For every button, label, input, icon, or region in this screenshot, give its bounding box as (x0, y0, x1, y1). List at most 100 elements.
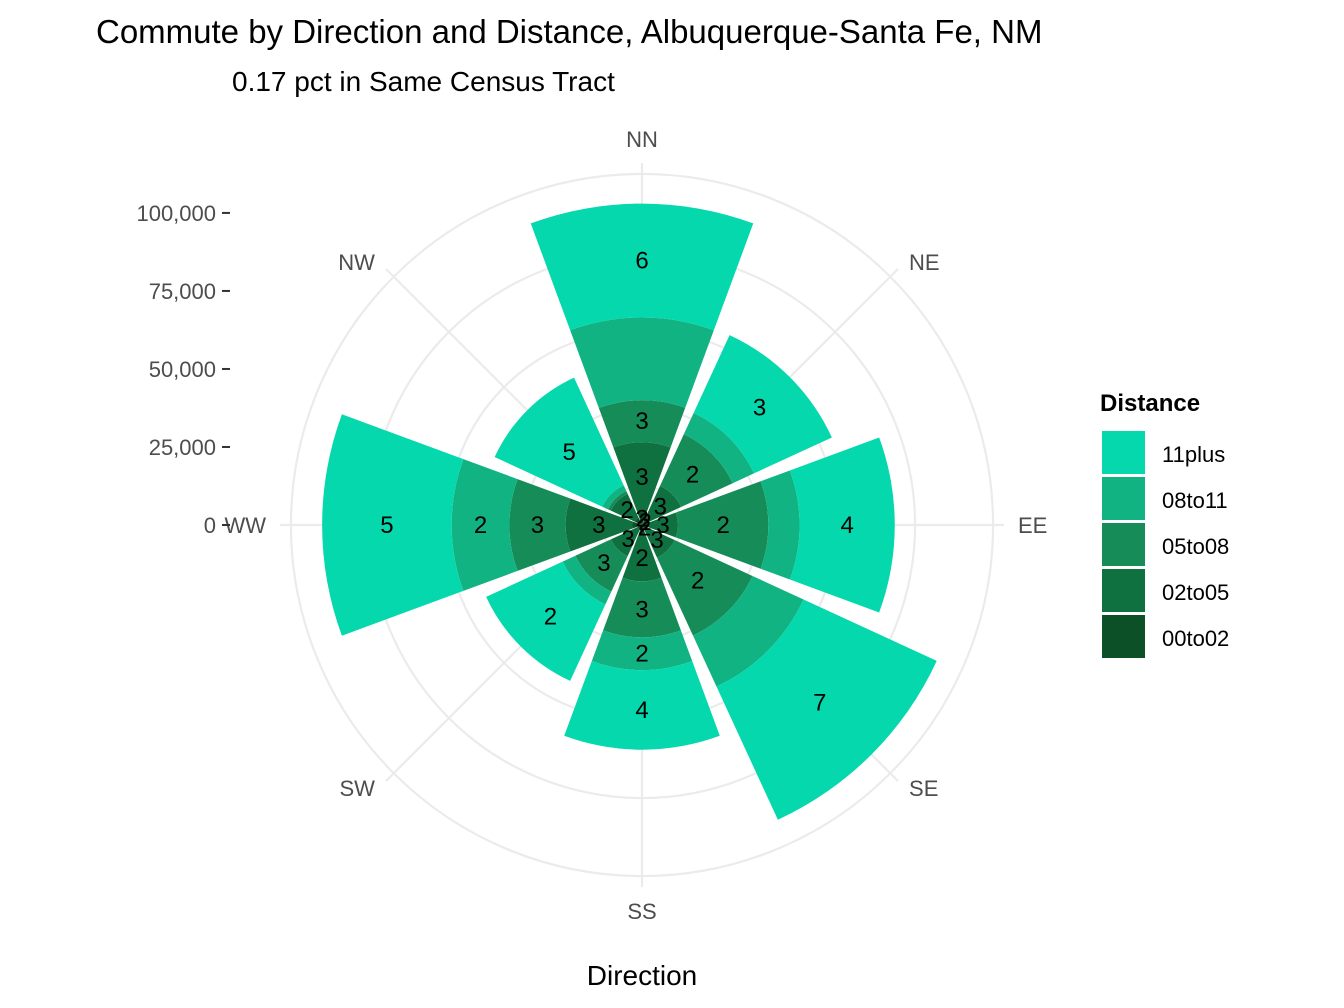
segment-label-ww-11plus: 5 (380, 512, 393, 539)
bar-ee-02to05 (647, 512, 678, 538)
segment-label-ne-05to08: 2 (686, 461, 699, 488)
legend-label-00to02: 00to02 (1162, 626, 1229, 651)
segment-label-nn-02to05: 3 (635, 464, 648, 491)
bar-nn-08to11 (570, 317, 714, 408)
segment-label-ss-02to05: 2 (635, 545, 648, 572)
segment-label-ne-11plus: 3 (753, 394, 766, 421)
segment-label-sw-11plus: 2 (544, 604, 557, 631)
bar-ee-11plus (789, 437, 895, 613)
bar-ne-02to05 (645, 485, 682, 522)
bar-se-11plus (716, 599, 937, 820)
segment-label-ne-02to05: 3 (654, 494, 667, 521)
segment-label-nw-02to05: 2 (620, 497, 633, 524)
direction-label-ee: EE (1018, 513, 1047, 538)
segment-label-ss-08to11: 2 (635, 641, 648, 668)
direction-label-nw: NW (338, 250, 375, 275)
direction-label-sw: SW (340, 776, 376, 801)
bar-ee-08to11 (760, 470, 800, 580)
bar-ne-11plus (693, 335, 832, 474)
bar-sw-00to02 (637, 525, 642, 530)
segment-label-se-00to02: 2 (638, 514, 651, 541)
chart-subtitle: 0.17 pct in Same Census Tract (232, 66, 615, 97)
segment-label-se-05to08: 2 (691, 568, 704, 595)
bar-ee-05to08 (675, 481, 769, 569)
bar-ss-11plus (564, 661, 720, 750)
bar-nw-08to11 (602, 485, 627, 510)
segment-label-ss-05to08: 3 (635, 596, 648, 623)
direction-label-ss: SS (627, 899, 656, 924)
legend-label-11plus: 11plus (1162, 442, 1225, 467)
bar-se-02to05 (644, 527, 675, 558)
bar-ww-00to02 (632, 521, 642, 529)
segment-label-sw-02to05: 3 (621, 526, 634, 553)
bar-sw-11plus (486, 561, 606, 681)
legend-label-02to05: 02to05 (1162, 580, 1229, 605)
bar-ww-11plus (322, 414, 464, 636)
bar-ss-02to05 (622, 533, 662, 582)
segment-label-ee-05to08: 2 (716, 512, 729, 539)
legend-swatch-11plus (1102, 431, 1145, 474)
bars (322, 203, 937, 820)
segment-label-ww-02to05: 3 (592, 512, 605, 539)
bar-sw-08to11 (562, 555, 612, 605)
bar-ww-05to08 (509, 479, 571, 571)
bar-ww-08to11 (451, 459, 518, 591)
direction-label-ne: NE (909, 250, 940, 275)
bar-ee-00to02 (642, 522, 649, 528)
direction-labels: NN NE EE SE SS SW WW NW (224, 127, 1047, 924)
legend: Distance 11plus 08to11 05to08 02to05 00to02 (1100, 390, 1229, 658)
bar-sw-02to05 (610, 527, 640, 557)
y-axis: 0 25,000 50,000 75,000 100,000 (136, 201, 230, 538)
segment-label-se-11plus: 7 (813, 690, 826, 717)
chart-title: Commute by Direction and Distance, Albuq… (96, 13, 1042, 50)
segment-label-sw-05to08: 3 (597, 550, 610, 577)
direction-label-nn: NN (626, 127, 658, 152)
bar-ss-08to11 (591, 630, 693, 671)
legend-label-05to08: 05to08 (1162, 534, 1229, 559)
legend-title: Distance (1100, 390, 1200, 417)
bar-se-05to08 (657, 540, 753, 636)
legend-swatch-00to02 (1102, 615, 1145, 658)
segment-label-se-02to05: 3 (650, 527, 663, 554)
bar-nw-02to05 (610, 493, 639, 522)
segment-label-ee-02to05: 3 (656, 512, 669, 539)
segment-label-nn-05to08: 3 (635, 408, 648, 435)
bar-ne-00to02 (642, 517, 650, 525)
x-axis-title: Direction (587, 960, 697, 991)
y-tick-label-0: 0 (204, 513, 216, 538)
y-tick-label-4: 100,000 (136, 201, 216, 226)
legend-label-08to11: 08to11 (1162, 488, 1228, 513)
direction-label-se: SE (909, 776, 938, 801)
bar-se-00to02 (642, 525, 649, 532)
bar-nw-05to08 (607, 490, 628, 511)
segment-label-ne-00to02: 2 (638, 509, 651, 536)
segment-label-nn-11plus: 6 (635, 248, 648, 275)
bar-nn-00to02 (637, 511, 647, 525)
bar-nw-00to02 (634, 517, 642, 525)
segment-label-nw-11plus: 5 (563, 439, 576, 466)
segment-label-ww-08to11: 2 (474, 512, 487, 539)
y-tick-label-1: 25,000 (149, 435, 216, 460)
y-tick-label-3: 75,000 (149, 279, 216, 304)
bar-ne-05to08 (660, 434, 733, 507)
bar-nn-05to08 (598, 400, 686, 448)
bar-ss-00to02 (638, 525, 646, 535)
bar-ww-02to05 (565, 498, 633, 552)
bar-nw-11plus (494, 377, 624, 507)
y-tick-label-2: 50,000 (149, 357, 216, 382)
segment-label-ee-11plus: 4 (841, 512, 854, 539)
segment-label-ss-11plus: 4 (635, 697, 648, 724)
segment-label-ww-05to08: 3 (531, 512, 544, 539)
segment-label-nn-00to02: 2 (635, 505, 648, 532)
direction-label-ww: WW (224, 513, 266, 538)
bar-sw-05to08 (575, 539, 628, 592)
bar-se-08to11 (692, 575, 804, 687)
bar-ss-05to08 (603, 577, 681, 638)
bar-ne-08to11 (683, 413, 754, 484)
legend-swatch-05to08 (1102, 523, 1145, 566)
bar-nn-11plus (530, 203, 754, 331)
legend-swatch-08to11 (1102, 477, 1145, 520)
bar-nn-02to05 (613, 442, 671, 513)
